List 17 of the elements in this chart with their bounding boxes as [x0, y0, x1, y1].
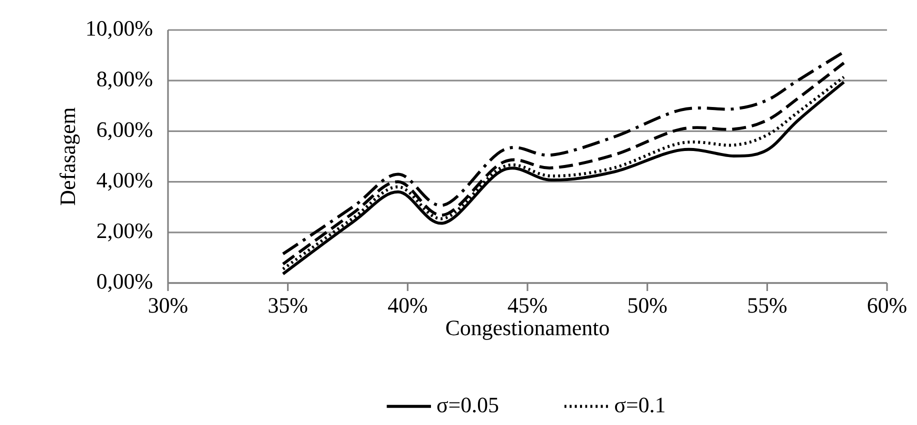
- legend-label: σ=0.1: [615, 398, 664, 413]
- y-tick-label: 6,00%: [97, 122, 152, 140]
- y-tick-label: 8,00%: [97, 72, 152, 90]
- legend-label: σ=0.05: [437, 398, 498, 413]
- x-tick-label: 45%: [508, 298, 547, 313]
- x-tick-label: 35%: [268, 298, 308, 313]
- y-axis-title: Defasagem: [60, 108, 80, 206]
- x-tick-label: 30%: [148, 298, 188, 313]
- y-tick-label: 0,00%: [97, 274, 152, 292]
- x-tick-label: 55%: [748, 298, 786, 313]
- y-tick-label: 10,00%: [87, 21, 152, 39]
- x-axis-title: Congestionamento: [446, 320, 609, 340]
- x-tick-label: 60%: [868, 298, 906, 313]
- x-tick-label: 50%: [628, 298, 667, 313]
- y-tick-label: 2,00%: [97, 223, 152, 242]
- y-tick-label: 4,00%: [96, 172, 152, 191]
- x-tick-label: 40%: [388, 298, 427, 313]
